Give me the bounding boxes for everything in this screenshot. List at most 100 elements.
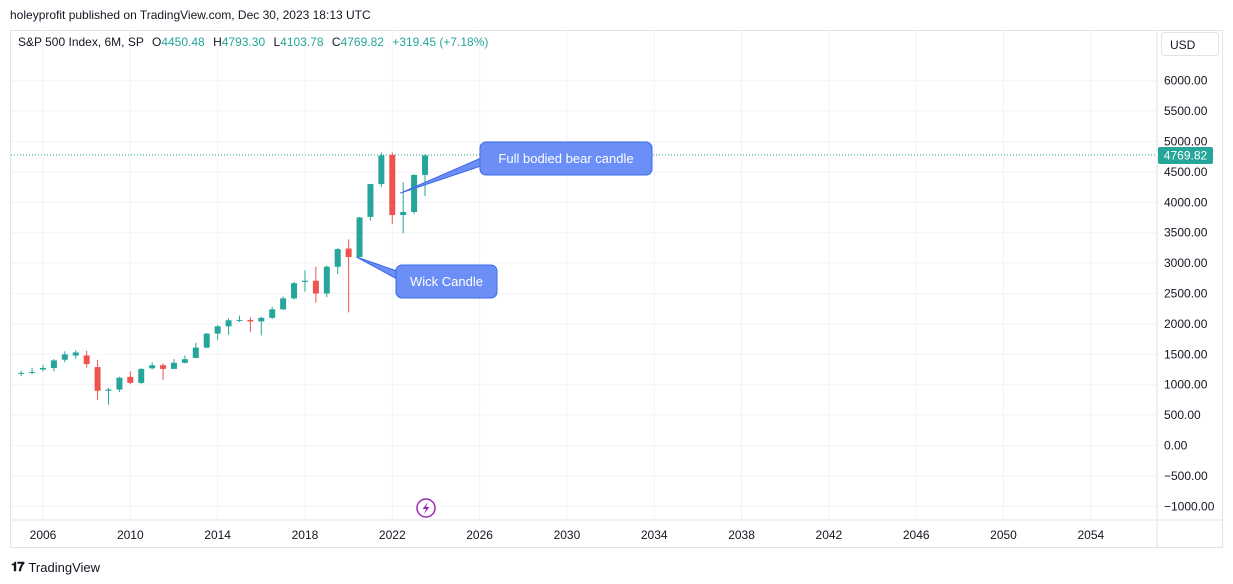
candle-body	[389, 154, 396, 216]
annotation-callout[interactable]: Wick Candle	[356, 256, 498, 299]
bull-candle	[367, 184, 374, 221]
candle-body	[378, 155, 385, 185]
y-tick-label: 3000.00	[1164, 256, 1208, 270]
callout-box	[479, 141, 653, 176]
candle-body	[236, 319, 243, 321]
y-tick-label: 4500.00	[1164, 165, 1208, 179]
bear-candle	[345, 239, 352, 313]
candle-body	[72, 352, 79, 356]
publisher-line: holeyprofit published on TradingView.com…	[10, 8, 371, 22]
candle-body	[280, 298, 287, 310]
candle-body	[116, 377, 123, 390]
bear-candle	[127, 371, 134, 385]
bull-candle	[105, 387, 112, 405]
last-price-badge	[1158, 147, 1213, 164]
y-tick-label: 1500.00	[1164, 347, 1208, 361]
legend-open-label: O	[151, 35, 162, 49]
bull-candle	[40, 364, 46, 372]
y-tick-label: 0.00	[1164, 439, 1188, 453]
x-tick-label: 2018	[292, 528, 319, 542]
bull-candle	[378, 152, 385, 188]
tradingview-logo-icon: 𝟏𝟕	[11, 559, 25, 574]
x-tick-label: 2022	[379, 528, 406, 542]
legend-low-value: 4103.78	[280, 35, 324, 49]
x-tick-label: 2006	[30, 528, 57, 542]
bear-candle	[83, 350, 90, 368]
x-tick-label: 2030	[554, 528, 581, 542]
x-tick-label: 2014	[204, 528, 231, 542]
y-tick-label: 4000.00	[1164, 195, 1208, 209]
y-tick-label: 2500.00	[1164, 287, 1208, 301]
time-axis[interactable]: 2006 2010 2014 2018 2022 2026 2030 2034 2038 2042…	[30, 528, 1105, 542]
bull-candle	[170, 359, 177, 369]
bull-candle	[258, 316, 265, 336]
candle-body	[247, 319, 254, 322]
candle-body	[138, 368, 145, 383]
candle-body	[258, 317, 265, 322]
bear-candle	[160, 363, 167, 380]
bull-candle	[18, 370, 25, 377]
bull-candle	[72, 350, 79, 359]
bull-candle	[61, 351, 68, 363]
candle-body	[29, 371, 36, 373]
bull-candle	[400, 182, 407, 234]
currency-button[interactable]: USD	[1161, 32, 1219, 56]
legend-symbol[interactable]: S&P 500 Index, 6M, SP	[18, 35, 144, 49]
bull-candle	[356, 216, 363, 258]
candle-body	[105, 389, 112, 391]
bear-candle	[247, 317, 254, 332]
legend-change: +319.45 (+7.18%)	[392, 35, 489, 49]
chart-frame	[10, 30, 1223, 548]
bull-candle	[29, 367, 36, 375]
bull-candle	[181, 355, 188, 364]
bull-candle	[138, 368, 145, 385]
candle-body	[192, 347, 199, 358]
bear-candle	[94, 359, 101, 400]
symbol-legend: S&P 500 Index, 6M, SP O4450.48 H4793.30 …	[18, 35, 488, 49]
x-tick-label: 2010	[117, 528, 144, 542]
bull-candle	[291, 281, 298, 300]
candle-body	[269, 309, 276, 318]
x-tick-label: 2054	[1077, 528, 1104, 542]
price-axis[interactable]: 6000.00 5500.00 5000.00 4500.00 4000.00 3500.…	[1164, 74, 1215, 514]
bull-candle	[192, 342, 199, 358]
candle-body	[127, 376, 134, 383]
x-tick-label: 2034	[641, 528, 668, 542]
candle-body	[411, 174, 418, 213]
bull-candle	[50, 359, 57, 372]
bull-candle	[269, 306, 276, 320]
last-price-label: 4769.82	[1164, 149, 1208, 163]
y-tick-label: 1000.00	[1164, 378, 1208, 392]
annotation-callout[interactable]: Full bodied bear candle	[399, 141, 653, 194]
footer-branding[interactable]: 𝟏𝟕 TradingView	[11, 559, 100, 575]
footer-brand-text: TradingView	[28, 559, 101, 575]
bull-candle	[149, 362, 156, 370]
candle-body	[301, 280, 308, 282]
callout-text: Wick Candle	[410, 274, 483, 289]
candle-body	[18, 372, 25, 374]
candle-body	[170, 362, 177, 369]
y-tick-label: 6000.00	[1164, 74, 1208, 88]
lightning-icon[interactable]	[416, 498, 436, 518]
bear-candle	[389, 152, 396, 225]
callout-text: Full bodied bear candle	[498, 151, 633, 166]
bear-candle	[312, 266, 319, 303]
bull-candle	[411, 174, 418, 214]
legend-high-label: H	[213, 35, 222, 49]
bull-candle	[214, 325, 221, 340]
candle-body	[356, 217, 363, 258]
candle-body	[160, 365, 167, 369]
x-tick-label: 2042	[816, 528, 843, 542]
x-tick-label: 2038	[728, 528, 755, 542]
candle-body	[225, 320, 232, 327]
last-price-label-group: 4769.82	[1158, 147, 1213, 164]
candle-body	[323, 266, 330, 294]
candle-body	[312, 280, 319, 294]
candle-body	[94, 367, 101, 391]
candle-body	[214, 326, 221, 334]
grid-lines	[11, 31, 1157, 520]
callout-box	[395, 264, 498, 299]
bull-candle	[203, 333, 210, 349]
y-tick-label: −1000.00	[1164, 499, 1215, 513]
